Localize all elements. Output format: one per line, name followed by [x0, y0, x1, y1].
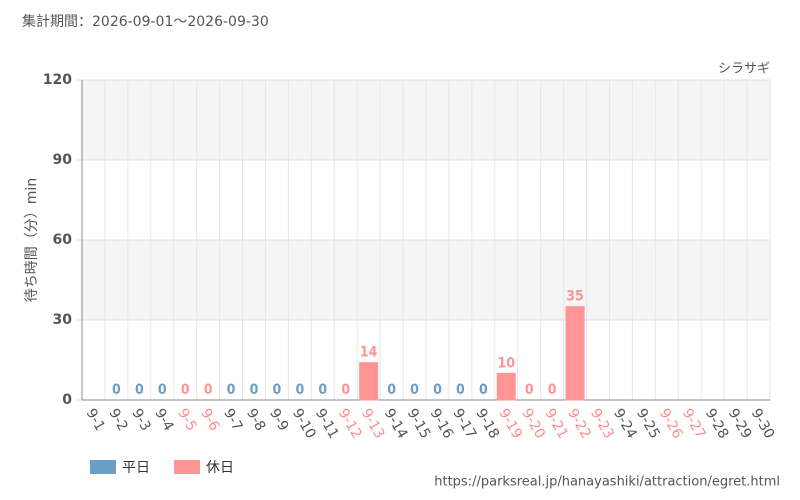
value-label: 0 — [204, 382, 213, 398]
value-label: 0 — [295, 382, 304, 398]
value-label: 0 — [273, 382, 282, 398]
x-tick-label: 9-13 — [358, 406, 388, 442]
legend-swatch — [174, 460, 200, 474]
x-tick-label: 9-21 — [541, 406, 571, 442]
value-label: 0 — [456, 382, 465, 398]
value-label: 0 — [433, 382, 442, 398]
bar — [359, 362, 379, 401]
x-tick-label: 9-7 — [220, 406, 245, 434]
value-label: 14 — [360, 345, 378, 361]
legend-swatch — [90, 460, 116, 474]
chart-title: 集計期間：2026-09-01～2026-09-30 — [22, 13, 269, 30]
value-label: 0 — [227, 382, 236, 398]
x-tick-label: 9-18 — [472, 406, 502, 442]
x-tick-label: 9-24 — [610, 406, 640, 442]
value-label: 35 — [566, 289, 584, 305]
x-tick-label: 9-25 — [633, 406, 663, 442]
value-label: 0 — [181, 382, 190, 398]
source-url: https://parksreal.jp/hanayashiki/attract… — [434, 475, 780, 490]
x-tick-label: 9-1 — [83, 406, 108, 434]
x-tick-label: 9-27 — [679, 406, 709, 442]
y-axis-label: 待ち時間（分）min — [24, 178, 40, 302]
x-tick-label: 9-10 — [289, 406, 319, 442]
value-label: 0 — [548, 382, 557, 398]
x-tick-label: 9-3 — [128, 406, 153, 434]
x-tick-label: 9-12 — [335, 406, 365, 442]
x-tick-label: 9-20 — [518, 406, 548, 442]
x-tick-label: 9-17 — [449, 406, 479, 442]
value-label: 0 — [250, 382, 259, 398]
x-tick-label: 9-23 — [587, 406, 617, 442]
value-label: 0 — [410, 382, 419, 398]
y-tick-label: 90 — [53, 152, 73, 168]
chart-subtitle: シラサギ — [718, 62, 770, 77]
x-tick-label: 9-26 — [656, 406, 686, 442]
x-tick-label: 9-15 — [404, 406, 434, 442]
x-tick-label: 9-30 — [748, 406, 778, 442]
x-tick-label: 9-4 — [151, 406, 176, 434]
x-tick-label: 9-16 — [427, 406, 457, 442]
value-label: 0 — [387, 382, 396, 398]
value-label: 0 — [135, 382, 144, 398]
legend-label: 休日 — [206, 460, 234, 476]
x-tick-label: 9-2 — [105, 406, 130, 434]
x-tick-label: 9-6 — [197, 406, 222, 434]
y-tick-label: 60 — [53, 232, 73, 248]
value-label: 10 — [498, 355, 516, 371]
x-tick-label: 9-22 — [564, 406, 594, 442]
x-tick-label: 9-8 — [243, 406, 268, 434]
y-tick-label: 30 — [53, 312, 73, 328]
value-label: 0 — [341, 382, 350, 398]
value-label: 0 — [112, 382, 121, 398]
x-tick-label: 9-5 — [174, 406, 199, 434]
value-label: 0 — [479, 382, 488, 398]
x-tick-label: 9-9 — [266, 406, 291, 434]
legend-label: 平日 — [122, 460, 150, 476]
y-tick-label: 120 — [43, 72, 72, 88]
value-label: 0 — [158, 382, 167, 398]
x-tick-label: 9-14 — [381, 406, 411, 442]
y-tick-label: 0 — [62, 392, 72, 408]
x-tick-label: 9-11 — [312, 406, 342, 442]
bar — [565, 306, 585, 401]
x-tick-label: 9-29 — [725, 406, 755, 442]
value-label: 0 — [318, 382, 327, 398]
bar — [496, 372, 516, 401]
x-tick-label: 9-19 — [495, 406, 525, 442]
value-label: 0 — [525, 382, 534, 398]
x-tick-label: 9-28 — [702, 406, 732, 442]
